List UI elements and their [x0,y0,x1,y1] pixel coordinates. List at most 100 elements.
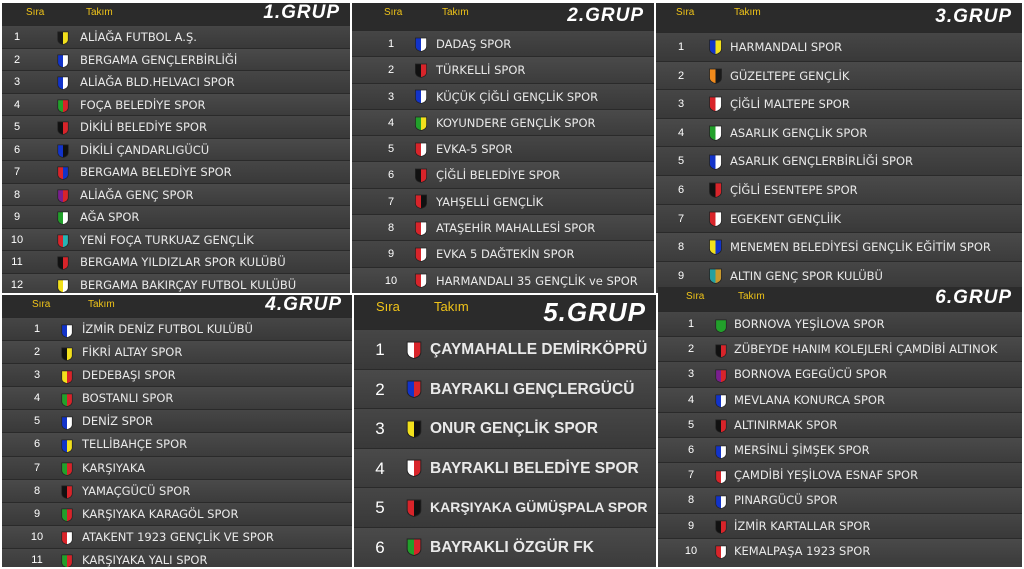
team-row: 8 PINARGÜCÜ SPOR [658,487,1022,513]
team-rank: 9 [387,248,395,261]
team-row: 4 BOSTANLI SPOR [2,386,352,410]
team-row: 3 BORNOVA EGEGÜCÜ SPOR [658,361,1022,387]
team-rank: 6 [687,443,695,456]
team-rank: 10 [10,233,24,246]
team-rank: 6 [387,169,395,182]
team-row: 3 KÜÇÜK ÇİĞLİ GENÇLİK SPOR [352,82,654,109]
team-row: 8 ALİAĞA GENÇ SPOR [2,182,350,207]
team-rank: 9 [33,507,41,520]
team-row: 5 EVKA-5 SPOR [352,135,654,162]
team-rank: 3 [677,98,685,111]
team-rank: 5 [687,418,695,431]
team-column-header: Takım [88,299,115,310]
team-rank: 10 [684,544,698,557]
team-list: 1 ÇAYMAHALLE DEMİRKÖPRÜ 2 BAYRAKLI GENÇLERG… [354,329,656,566]
team-row: 5 ALTINIRMAK SPOR [658,411,1022,437]
team-name: DEDEBAŞI SPOR [82,368,176,383]
club-shield-icon [56,188,70,207]
team-name: İZMİR DENİZ FUTBOL KULÜBÜ [82,322,253,336]
team-rank: 5 [375,498,385,517]
team-name: MENEMEN BELEDİYESİ GENÇLİK EĞİTİM SPOR [730,240,991,255]
club-shield-icon [714,393,728,412]
club-shield-icon [56,210,70,229]
team-rank: 10 [384,274,398,287]
team-row: 8 YAMAÇGÜCÜ SPOR [2,478,352,503]
club-shield-icon [60,461,74,480]
group-1-panel: Sıra Takım 1.GRUP 1 ALİAĞA FUTBOL A.Ş. 2 BE… [2,3,350,293]
team-rank: 1 [33,323,41,335]
team-rank: 7 [387,195,395,208]
club-shield-icon [414,37,428,56]
team-name: GÜZELTEPE GENÇLİK [730,68,850,83]
team-rank: 2 [375,379,385,399]
club-shield-icon [708,68,723,88]
team-row: 4 BAYRAKLI BELEDİYE SPOR [354,447,656,487]
team-rank: 4 [13,98,21,111]
team-row: 10 HARMANDALI 35 GENÇLİK ve SPOR [352,266,654,293]
team-name: BAYRAKLI BELEDİYE SPOR [430,459,639,477]
team-list: 1 HARMANDALI SPOR 2 GÜZELTEPE GENÇLİK 3 ÇİĞLİ… [656,32,1022,290]
team-row: 6 BAYRAKLI ÖZGÜR FK [354,526,656,566]
team-row: 6 ÇİĞLİ ESENTEPE SPOR [656,174,1022,204]
rank-column-header: Sıra [686,291,705,302]
club-shield-icon [60,484,74,503]
club-shield-icon [406,418,422,444]
club-shield-icon [60,530,74,549]
team-row: 4 ASARLIK GENÇLİK SPOR [656,117,1022,147]
team-rank: 2 [387,64,395,77]
club-shield-icon [708,154,723,174]
club-shield-icon [708,182,723,202]
team-row: 7 ÇAMDİBİ YEŞİLOVA ESNAF SPOR [658,462,1022,488]
team-rank: 1 [677,41,685,53]
team-rank: 2 [677,69,685,82]
club-shield-icon [414,247,428,266]
team-name: BERGAMA YILDIZLAR SPOR KULÜBÜ [80,255,286,269]
club-shield-icon [56,98,70,117]
team-row: 2 BERGAMA GENÇLERBİRLİĞİ [2,47,350,70]
team-name: EGEKENT GENÇLİİK [730,211,842,226]
team-row: 1 HARMANDALI SPOR [656,32,1022,61]
team-name: FOÇA BELEDİYE SPOR [80,97,206,112]
team-row: 8 MENEMEN BELEDİYESİ GENÇLİK EĞİTİM SPOR [656,232,1022,261]
team-name: İZMİR KARTALLAR SPOR [734,518,871,533]
club-shield-icon [714,519,728,538]
team-rank: 4 [677,126,685,139]
club-shield-icon [56,165,70,184]
rank-column-header: Sıra [26,7,45,18]
team-rank: 1 [687,318,695,330]
club-shield-icon [56,143,70,162]
club-shield-icon [56,30,70,49]
team-name: ÇAMDİBİ YEŞİLOVA ESNAF SPOR [734,468,919,483]
group-title: 6.GRUP [935,287,1012,308]
group-4-panel: Sıra Takım 4.GRUP 1 İZMİR DENİZ FUTBOL KU… [2,295,352,567]
team-row: 7 KARŞIYAKA [2,455,352,480]
group-title: 3.GRUP [935,6,1012,27]
team-name: PINARGÜCÜ SPOR [734,493,838,508]
group-header: Sıra Takım 1.GRUP [2,3,350,25]
rank-column-header: Sıra [32,299,51,310]
group-6-panel: Sıra Takım 6.GRUP 1 BORNOVA YEŞİLOVA SPOR… [658,287,1022,567]
team-name: YAMAÇGÜCÜ SPOR [82,483,191,498]
club-shield-icon [406,497,422,523]
team-name: KARŞIYAKA [82,460,146,475]
team-name: DADAŞ SPOR [436,37,512,51]
team-rank: 6 [33,438,41,451]
team-row: 11 KARŞIYAKA YALI SPOR [2,547,352,567]
team-row: 10 YENİ FOÇA TURKUAZ GENÇLİK [2,227,350,250]
team-rank: 3 [687,368,695,381]
team-row: 1 ALİAĞA FUTBOL A.Ş. [2,25,350,48]
club-shield-icon [60,323,74,342]
club-shield-icon [56,255,70,274]
team-row: 2 ZÜBEYDE HANIM KOLEJLERİ ÇAMDİBİ ALTINOK [658,336,1022,362]
team-rank: 8 [687,494,695,507]
club-shield-icon [708,268,723,288]
team-name: BORNOVA YEŞİLOVA SPOR [734,317,885,331]
team-row: 3 ÇİĞLİ MALTEPE SPOR [656,89,1022,118]
club-shield-icon [414,194,428,213]
team-list: 1 İZMİR DENİZ FUTBOL KULÜBÜ 2 FİKRİ ALTAY S… [2,317,352,567]
team-rank: 3 [13,76,21,88]
group-title: 4.GRUP [265,295,342,315]
team-row: 3 DEDEBAŞI SPOR [2,363,352,387]
team-name: BAYRAKLI ÖZGÜR FK [430,538,594,556]
team-row: 9 EVKA 5 DAĞTEKİN SPOR [352,240,654,267]
